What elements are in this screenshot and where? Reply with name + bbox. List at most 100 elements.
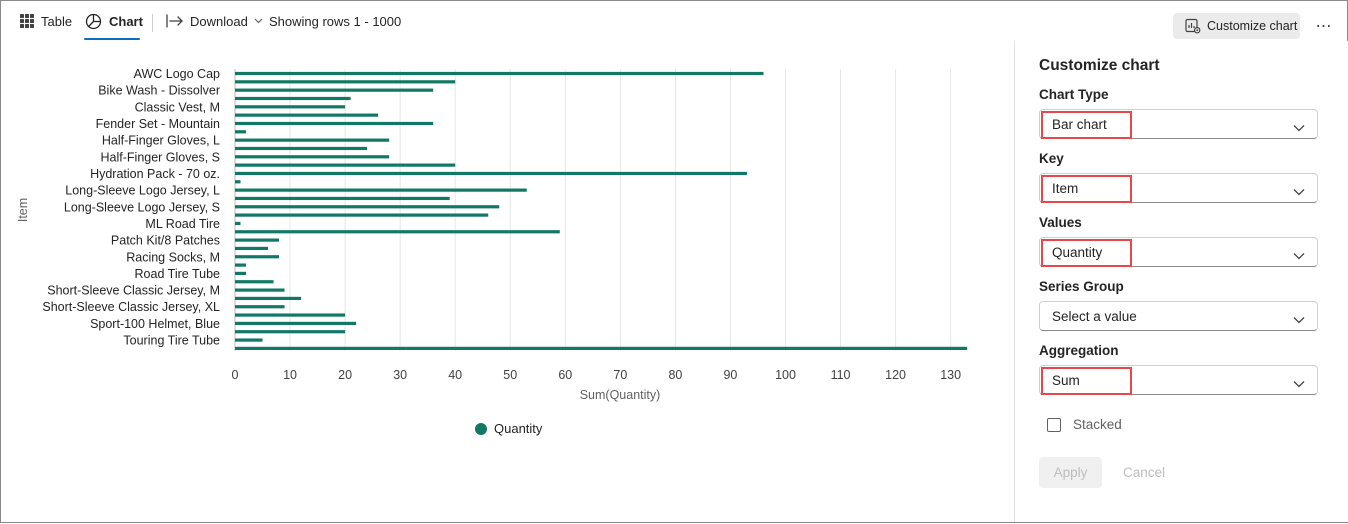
y-tick-label: Long-Sleeve Logo Jersey, L	[65, 184, 220, 198]
more-options-icon[interactable]: ⋯	[1315, 18, 1333, 35]
y-tick-label: Half-Finger Gloves, S	[101, 150, 220, 164]
bar	[235, 155, 390, 159]
bar	[235, 346, 968, 350]
y-tick-label: Road Tire Tube	[135, 267, 221, 281]
chevron-down-icon	[1293, 119, 1305, 137]
apply-button[interactable]: Apply	[1039, 457, 1102, 488]
bar	[235, 330, 346, 334]
customize-chart-button[interactable]: Customize chart	[1173, 13, 1300, 39]
y-tick-label: Classic Vest, M	[135, 100, 220, 114]
x-axis-title: Sum(Quantity)	[580, 388, 661, 402]
x-tick-label: 120	[885, 368, 906, 382]
customize-chart-panel: Customize chart Chart Type Bar chart Key…	[1014, 41, 1348, 522]
tab-table-label: Table	[41, 13, 73, 29]
x-tick-label: 50	[503, 368, 517, 382]
checkbox-square[interactable]	[1047, 417, 1061, 432]
bar	[235, 263, 247, 267]
bar	[235, 88, 434, 92]
y-axis-title: Item	[16, 198, 30, 222]
rows-status: Showing rows 1 - 1000	[269, 13, 402, 29]
bar	[235, 213, 489, 217]
bar	[235, 305, 285, 309]
bar	[235, 205, 500, 209]
x-tick-label: 10	[283, 368, 297, 382]
y-tick-label: Short-Sleeve Classic Jersey, XL	[42, 300, 220, 314]
chevron-down-icon	[1293, 375, 1305, 393]
tab-table[interactable]: Table	[20, 1, 72, 41]
download-label: Download	[190, 13, 248, 29]
chart-type-label: Chart Type	[1039, 87, 1109, 102]
active-tab-indicator	[84, 38, 140, 40]
stacked-label: Stacked	[1073, 417, 1122, 432]
export-arrow-icon	[166, 14, 184, 28]
toolbar-divider	[152, 14, 153, 32]
bar	[235, 188, 527, 192]
bar	[235, 146, 368, 151]
bar	[235, 246, 269, 251]
x-tick-label: 100	[775, 368, 796, 382]
x-tick-label: 20	[338, 368, 352, 382]
y-tick-label: Fender Set - Mountain	[96, 117, 220, 131]
aggregation-label: Aggregation	[1039, 343, 1119, 358]
key-label: Key	[1039, 151, 1064, 166]
panel-title: Customize chart	[1039, 57, 1160, 74]
y-tick-label: Touring Tire Tube	[123, 334, 220, 348]
y-tick-label: Patch Kit/8 Patches	[111, 234, 220, 248]
y-tick-label: Bike Wash - Dissolver	[98, 84, 220, 98]
x-tick-label: 0	[232, 368, 239, 382]
legend-swatch	[475, 422, 487, 435]
download-button[interactable]: Download	[166, 1, 263, 41]
tab-chart[interactable]: Chart	[85, 1, 143, 41]
cancel-button[interactable]: Cancel	[1123, 465, 1166, 480]
chart-type-dropdown[interactable]: Bar chart	[1039, 109, 1318, 139]
y-tick-label: Hydration Pack - 70 oz.	[90, 167, 220, 181]
series-group-dropdown[interactable]: Select a value	[1039, 301, 1318, 331]
bar	[235, 138, 390, 142]
y-tick-label: Long-Sleeve Logo Jersey, S	[64, 200, 220, 214]
bar	[235, 121, 434, 126]
bar	[235, 271, 247, 276]
y-tick-label: Short-Sleeve Classic Jersey, M	[47, 284, 220, 298]
chevron-down-icon	[1293, 183, 1305, 201]
bar	[235, 313, 346, 317]
stacked-checkbox[interactable]: Stacked	[1047, 417, 1122, 432]
aggregation-dropdown[interactable]: Sum	[1039, 365, 1318, 395]
series-group-value: Select a value	[1052, 309, 1137, 324]
chart-legend[interactable]: Quantity	[475, 421, 542, 436]
bar	[235, 71, 764, 76]
x-tick-label: 130	[940, 368, 961, 382]
tab-chart-label: Chart	[109, 13, 143, 29]
y-tick-label: Sport-100 Helmet, Blue	[90, 317, 220, 331]
y-tick-label: ML Road Tire	[145, 217, 220, 231]
aggregation-value: Sum	[1052, 373, 1080, 388]
bar	[235, 296, 302, 301]
bar	[235, 105, 346, 109]
bar	[235, 238, 280, 242]
chart-type-value: Bar chart	[1052, 117, 1107, 132]
bar	[235, 255, 280, 259]
grid-icon	[20, 14, 34, 28]
pie-chart-icon	[85, 13, 102, 30]
bar	[235, 221, 241, 226]
bar	[235, 80, 456, 84]
x-tick-label: 80	[668, 368, 682, 382]
key-value: Item	[1052, 181, 1079, 196]
series-group-label: Series Group	[1039, 279, 1124, 294]
bar	[235, 280, 274, 284]
key-dropdown[interactable]: Item	[1039, 173, 1318, 203]
x-tick-label: 110	[831, 368, 851, 382]
bar	[235, 180, 241, 184]
bar	[235, 288, 285, 292]
customize-chart-label: Customize chart	[1207, 19, 1298, 33]
values-dropdown[interactable]: Quantity	[1039, 237, 1318, 267]
bar	[235, 96, 351, 101]
x-tick-label: 60	[558, 368, 572, 382]
bar	[235, 321, 357, 325]
x-tick-label: 30	[393, 368, 407, 382]
bar	[235, 338, 263, 342]
x-tick-label: 70	[613, 368, 627, 382]
y-tick-label: AWC Logo Cap	[134, 67, 220, 81]
values-label: Values	[1039, 215, 1082, 230]
bar	[235, 163, 456, 167]
